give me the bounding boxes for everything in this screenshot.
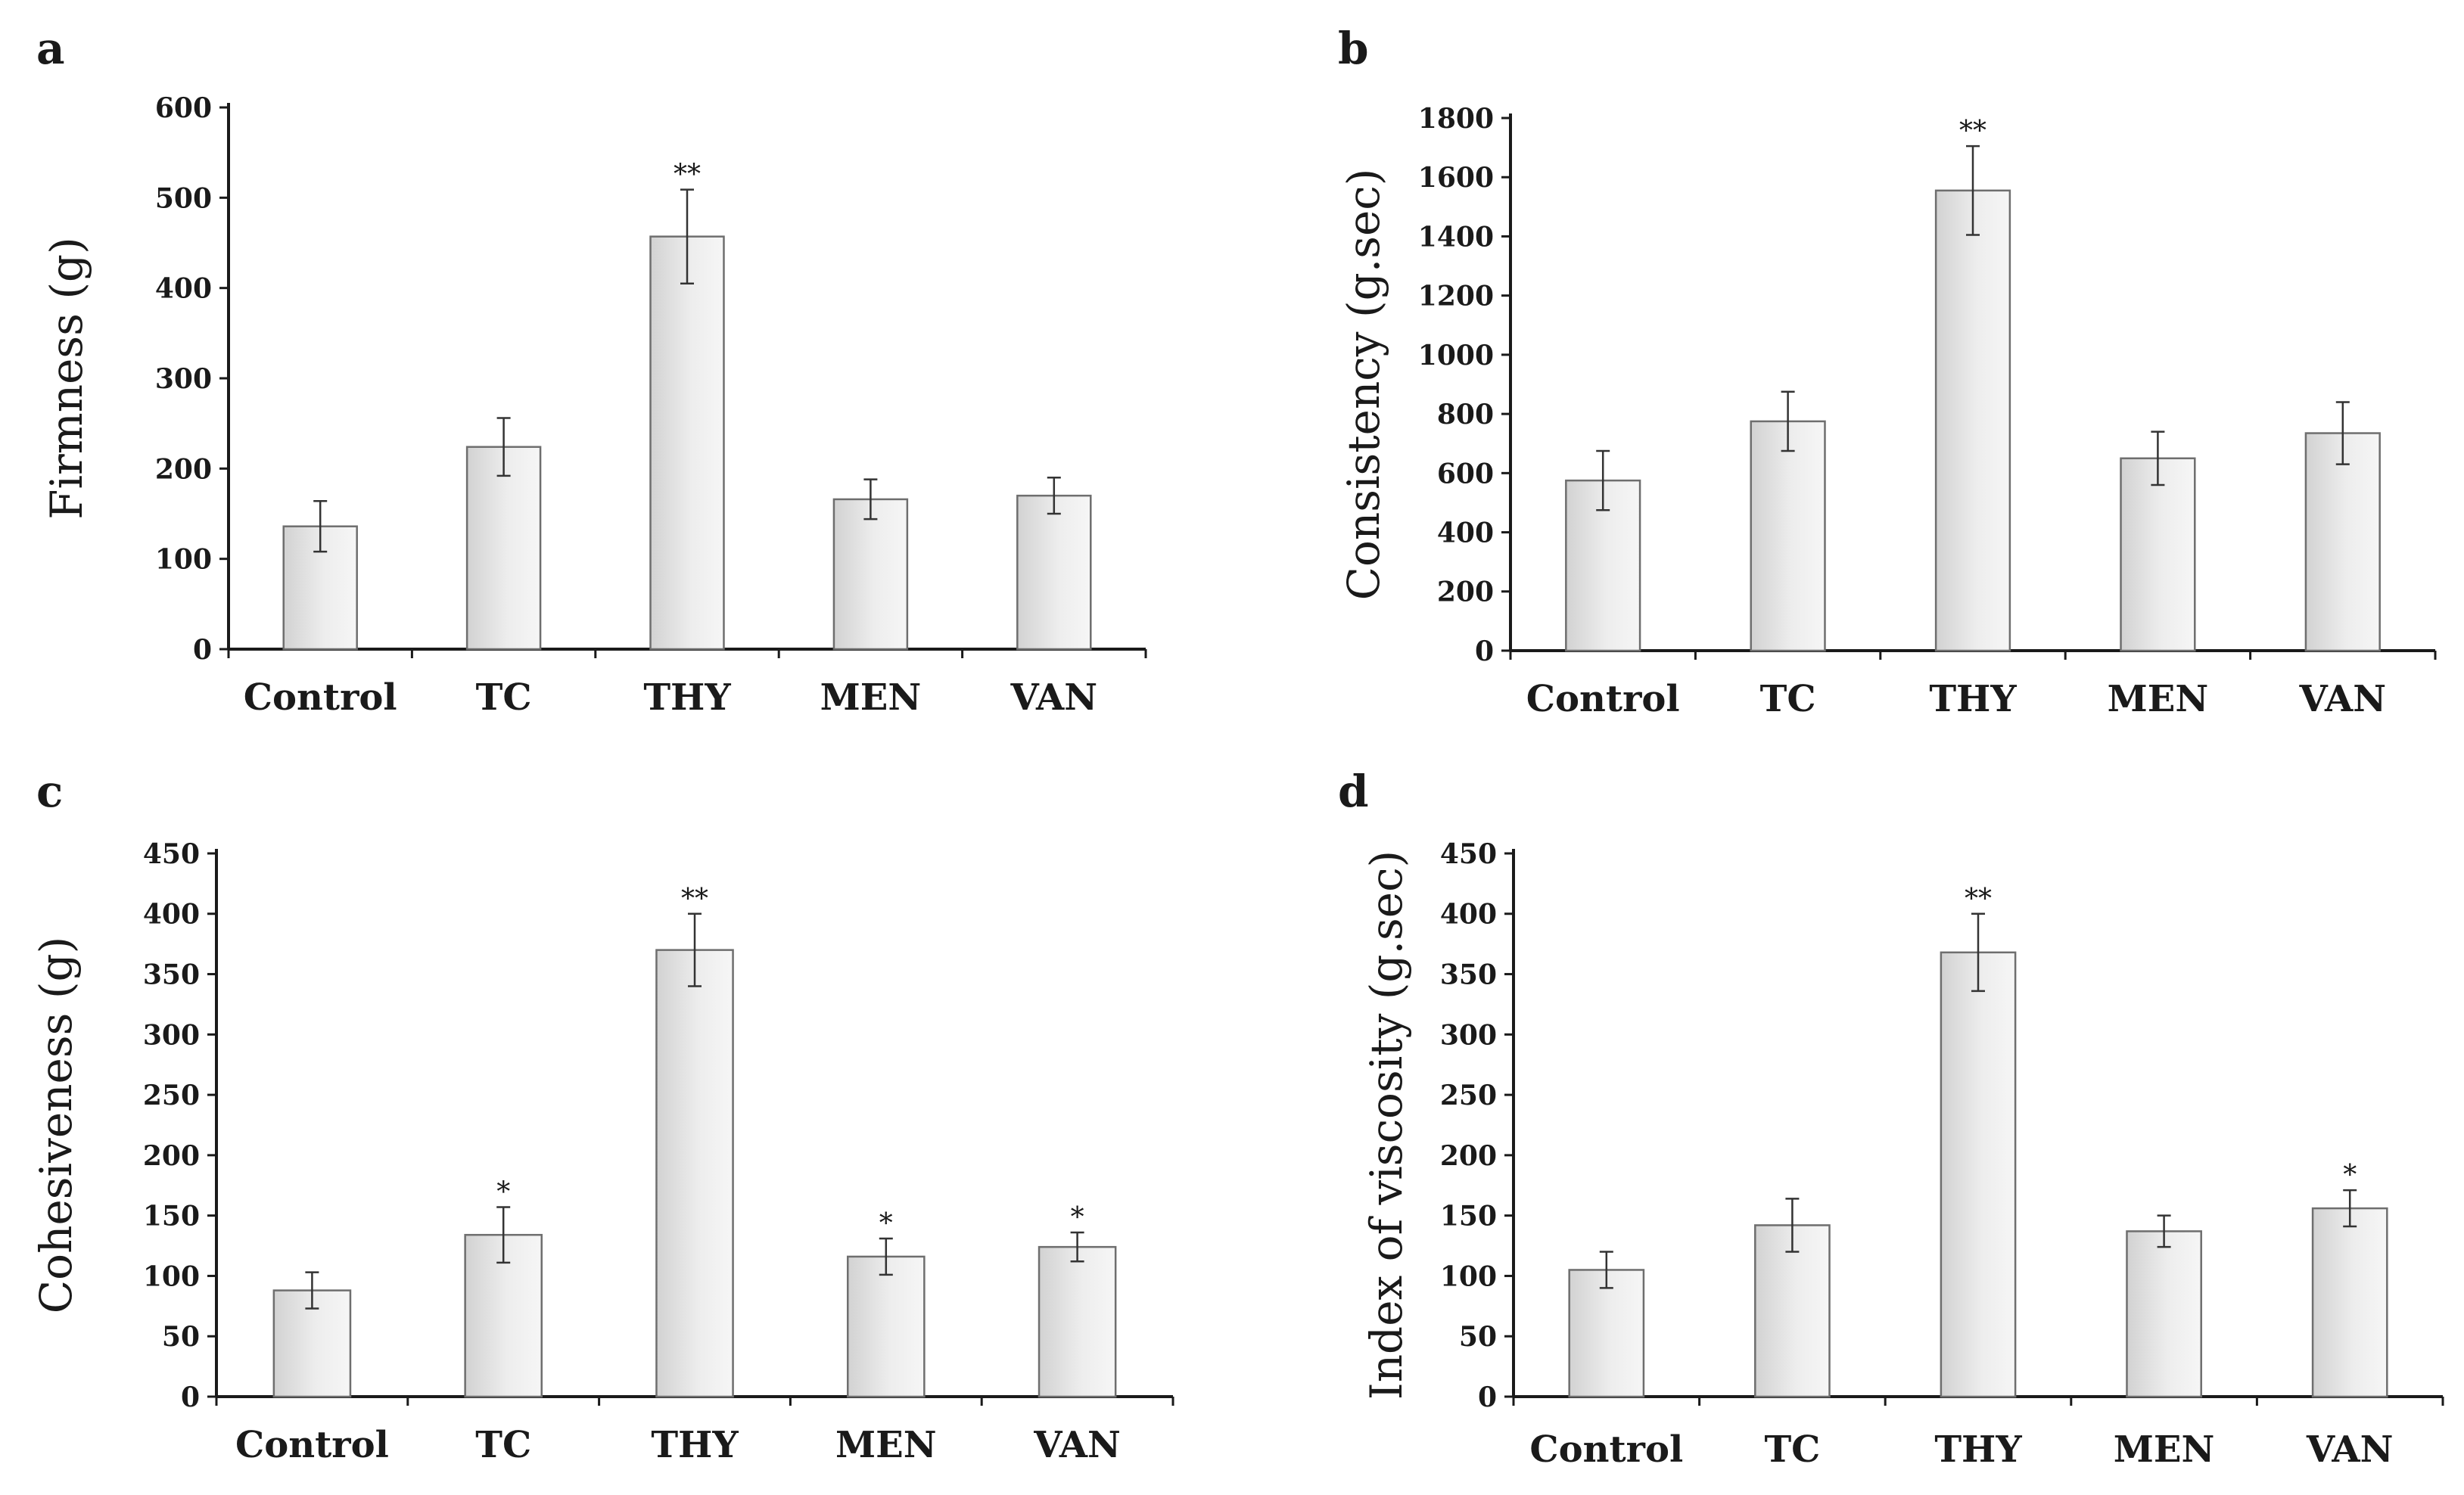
y-axis-label: Consistency (g.sec)	[1338, 169, 1389, 601]
bar-men	[2120, 457, 2196, 652]
y-tick-label: 350	[143, 959, 200, 991]
y-tick-label: 1800	[1418, 103, 1494, 135]
bar-thy	[1940, 951, 2017, 1398]
bar-van	[2311, 1207, 2388, 1398]
panel-letter: c	[36, 766, 63, 817]
x-tick-label: Control	[1526, 678, 1680, 720]
x-tick-label: Control	[1529, 1428, 1683, 1471]
y-tick-label: 300	[1440, 1019, 1497, 1051]
y-tick-label: 300	[155, 363, 212, 395]
significance-marker: **	[681, 884, 708, 915]
y-tick-label: 50	[162, 1321, 200, 1353]
significance-marker: **	[1959, 116, 1986, 147]
y-tick-label: 400	[1440, 899, 1497, 931]
y-tick-label: 1000	[1418, 340, 1494, 371]
y-tick-label: 300	[143, 1019, 200, 1051]
x-tick-label: Control	[244, 676, 397, 719]
y-tick-label: 500	[155, 182, 212, 214]
bar-thy	[655, 949, 734, 1398]
y-tick-label: 100	[143, 1260, 200, 1292]
significance-marker: *	[1071, 1202, 1084, 1233]
y-axis-label: Cohesiveness (g)	[30, 937, 82, 1313]
y-tick-label: 250	[1440, 1080, 1497, 1111]
x-tick-label: MEN	[835, 1424, 937, 1466]
x-tick-label: VAN	[2298, 678, 2386, 720]
x-tick-label: TC	[476, 676, 532, 719]
significance-marker: **	[674, 160, 701, 191]
y-tick-label: 0	[181, 1382, 200, 1413]
x-tick-label: VAN	[1033, 1424, 1121, 1466]
y-tick-label: 250	[143, 1080, 200, 1111]
y-axis-label: Index of viscosity (g.sec)	[1361, 850, 1412, 1400]
x-tick-label: VAN	[1010, 676, 1097, 719]
bar-men	[846, 1255, 926, 1398]
y-tick-label: 150	[1440, 1201, 1497, 1232]
y-tick-label: 0	[1478, 1382, 1497, 1413]
y-tick-label: 200	[1440, 1140, 1497, 1172]
y-tick-label: 1200	[1418, 281, 1494, 312]
y-tick-label: 400	[1437, 518, 1494, 549]
significance-marker: *	[496, 1176, 510, 1208]
y-tick-label: 0	[1475, 636, 1494, 667]
x-tick-label: Control	[235, 1424, 389, 1466]
chart-panel-b: b Consistency (g.sec) 0 200 400 600 800 1000 120…	[1338, 23, 2437, 720]
x-tick-label: TC	[1760, 678, 1816, 720]
y-tick-label: 450	[143, 838, 200, 870]
y-tick-label: 100	[1440, 1260, 1497, 1292]
x-tick-label: THY	[1934, 1428, 2022, 1471]
y-tick-label: 50	[1459, 1321, 1497, 1353]
y-tick-label: 800	[1437, 399, 1494, 430]
bar-men	[832, 498, 909, 651]
y-tick-label: 200	[143, 1140, 200, 1172]
y-axis-label: Firmness (g)	[41, 237, 92, 520]
panel-letter: d	[1338, 766, 1369, 817]
bar-tc	[1750, 420, 1826, 652]
chart-panel-c: c Cohesiveness (g) 0 50 100 150 200 250 300 350 40…	[30, 766, 1174, 1466]
y-tick-label: 100	[155, 544, 212, 576]
significance-marker: **	[1965, 884, 1992, 915]
x-tick-label: MEN	[2108, 678, 2209, 720]
bar-tc	[465, 446, 542, 651]
significance-marker: *	[879, 1208, 893, 1239]
bar-control	[1568, 1269, 1645, 1398]
bar-van	[1016, 494, 1092, 651]
y-tick-label: 1600	[1418, 162, 1494, 194]
x-tick-label: VAN	[2306, 1428, 2394, 1471]
y-tick-label: 200	[1437, 577, 1494, 608]
y-tick-label: 450	[1440, 838, 1497, 870]
significance-marker: *	[2343, 1160, 2357, 1191]
bar-thy	[649, 235, 725, 651]
x-tick-label: MEN	[820, 676, 922, 719]
y-tick-label: 600	[155, 92, 212, 124]
x-tick-label: THY	[643, 676, 731, 719]
y-tick-label: 150	[143, 1201, 200, 1232]
x-tick-label: TC	[1764, 1428, 1820, 1471]
y-tick-label: 200	[155, 453, 212, 485]
y-tick-label: 350	[1440, 959, 1497, 991]
panel-letter: a	[36, 23, 65, 74]
bar-men	[2126, 1230, 2202, 1398]
y-tick-label: 1400	[1418, 221, 1494, 253]
bar-van	[1038, 1245, 1117, 1398]
x-tick-label: MEN	[2114, 1428, 2215, 1471]
panel-letter: b	[1338, 23, 1369, 74]
x-tick-label: THY	[651, 1424, 739, 1466]
chart-panel-a: a Firmness (g) 0 100 200 300 400 500 600 Control T…	[36, 23, 1147, 719]
y-tick-label: 400	[143, 899, 200, 931]
x-tick-label: THY	[1929, 678, 2017, 720]
y-tick-label: 0	[193, 634, 212, 666]
chart-panel-d: d Index of viscosity (g.sec) 0 50 100 150 200 2…	[1338, 766, 2444, 1471]
bar-thy	[1934, 189, 2011, 652]
y-tick-label: 400	[155, 273, 212, 305]
x-tick-label: TC	[475, 1424, 531, 1466]
y-tick-label: 600	[1437, 458, 1494, 490]
bar-van	[2304, 432, 2381, 652]
